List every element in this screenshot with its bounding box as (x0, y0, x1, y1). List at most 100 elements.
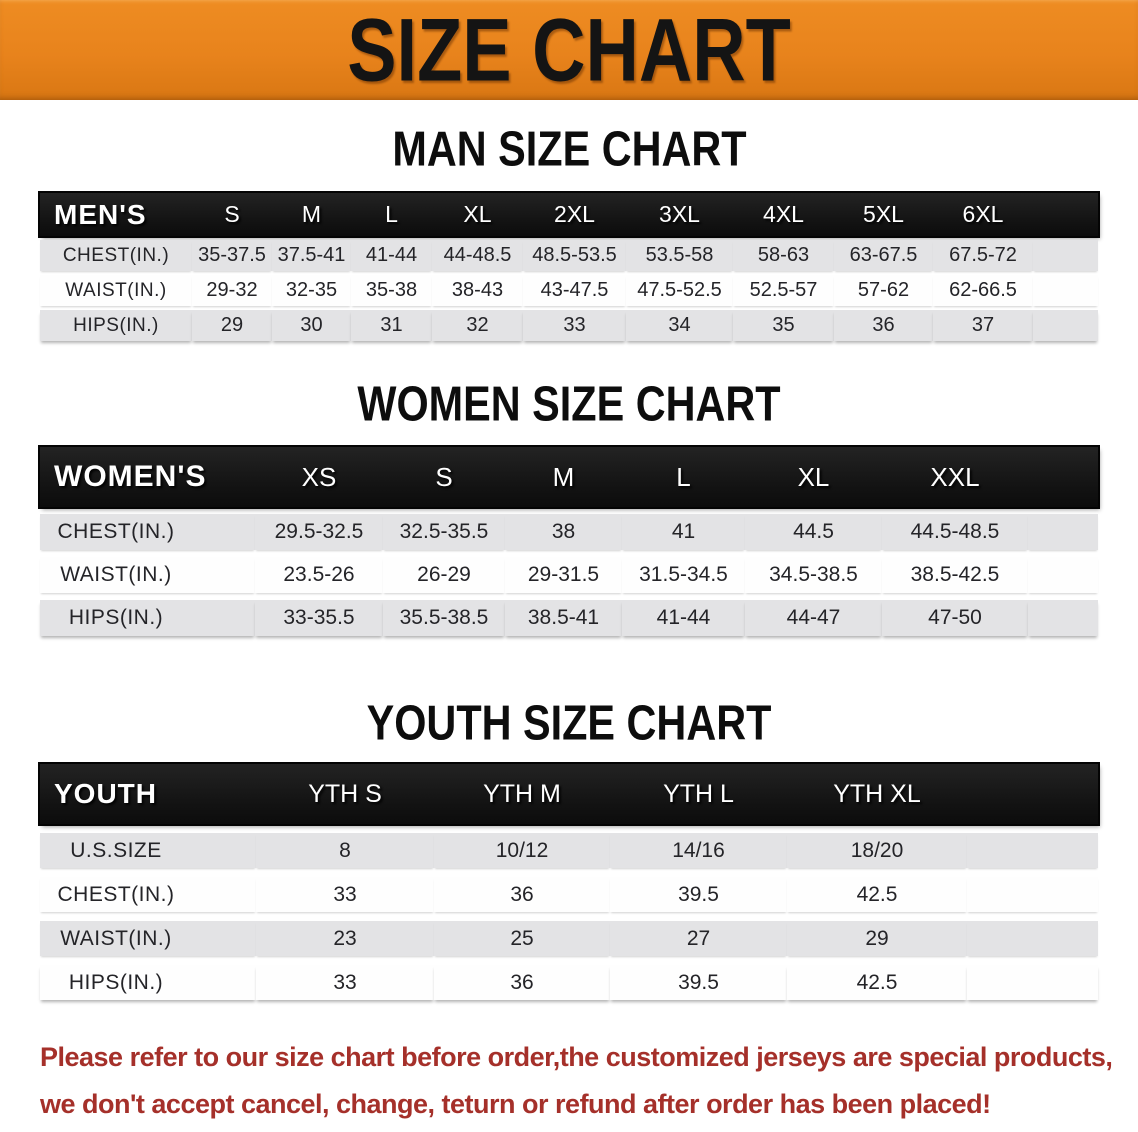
size-cell: 35-38 (351, 275, 432, 306)
column-header: XXL (882, 447, 1028, 507)
table-header-row: WOMEN'S XS S M L XL XXL (38, 445, 1100, 509)
size-cell: 43-47.5 (523, 275, 626, 306)
disclaimer-line-2: we don't accept cancel, change, teturn o… (40, 1089, 991, 1119)
size-cell: 23 (256, 921, 434, 956)
column-header: S (192, 193, 272, 236)
size-cell: 52.5-57 (733, 275, 834, 306)
column-header: S (383, 447, 505, 507)
filler-cell (967, 764, 1098, 824)
row-label: HIPS(IN.) (40, 965, 256, 1000)
size-cell: 37.5-41 (272, 240, 351, 271)
table-row: HIPS(IN.) 33-35.5 35.5-38.5 38.5-41 41-44 44-… (40, 600, 1098, 636)
filler-cell (1033, 193, 1098, 236)
table-header-row: YOUTH YTH S YTH M YTH L YTH XL (38, 762, 1100, 826)
size-cell: 38-43 (432, 275, 523, 306)
size-cell: 63-67.5 (834, 240, 933, 271)
size-cell: 39.5 (610, 965, 787, 1000)
column-header: 6XL (933, 193, 1033, 236)
section-men: MAN SIZE CHART MEN'S S M L XL 2XL 3XL 4XL 5XL 6XL… (0, 120, 1138, 345)
table-row: U.S.SIZE 8 10/12 14/16 18/20 (40, 833, 1098, 868)
size-cell: 29 (787, 921, 967, 956)
size-cell: 41 (622, 514, 745, 550)
row-label: CHEST(IN.) (40, 240, 192, 271)
banner-title: SIZE CHART (347, 0, 791, 100)
table-row: HIPS(IN.) 29 30 31 32 33 34 35 36 37 (40, 310, 1098, 341)
men-size-table: MEN'S S M L XL 2XL 3XL 4XL 5XL 6XL CHEST(IN.) 35-37… (38, 189, 1100, 345)
column-header: XL (745, 447, 882, 507)
section-title-men-text: MAN SIZE CHART (391, 120, 747, 177)
column-header: 5XL (834, 193, 933, 236)
row-label: U.S.SIZE (40, 833, 256, 868)
size-cell: 47.5-52.5 (626, 275, 733, 306)
size-cell: 32.5-35.5 (383, 514, 505, 550)
size-cell: 23.5-26 (255, 557, 383, 593)
size-cell: 38 (505, 514, 622, 550)
size-cell: 67.5-72 (933, 240, 1033, 271)
filler-cell (1028, 447, 1098, 507)
column-header: L (351, 193, 432, 236)
filler-cell (1028, 600, 1098, 636)
table-row: CHEST(IN.) 33 36 39.5 42.5 (40, 877, 1098, 912)
filler-cell (967, 877, 1098, 912)
size-cell: 8 (256, 833, 434, 868)
table-row: CHEST(IN.) 35-37.5 37.5-41 41-44 44-48.5 48.5… (40, 240, 1098, 271)
filler-cell (1028, 557, 1098, 593)
row-label: CHEST(IN.) (40, 514, 255, 550)
table-row: HIPS(IN.) 33 36 39.5 42.5 (40, 965, 1098, 1000)
size-cell: 33 (256, 877, 434, 912)
section-title-women-text: WOMEN SIZE CHART (357, 375, 781, 432)
table-header-label: WOMEN'S (40, 447, 255, 507)
women-size-table: WOMEN'S XS S M L XL XXL CHEST(IN.) 29.5-32.5 32.5… (38, 440, 1100, 643)
table-row: WAIST(IN.) 23.5-26 26-29 29-31.5 31.5-34.5 34… (40, 557, 1098, 593)
size-cell: 33-35.5 (255, 600, 383, 636)
size-cell: 58-63 (733, 240, 834, 271)
column-header: YTH S (256, 764, 434, 824)
size-cell: 32-35 (272, 275, 351, 306)
section-title-men: MAN SIZE CHART (0, 120, 1138, 177)
size-cell: 36 (434, 965, 610, 1000)
filler-cell (1033, 275, 1098, 306)
size-cell: 47-50 (882, 600, 1028, 636)
disclaimer-line-1: Please refer to our size chart before or… (40, 1042, 1113, 1072)
size-cell: 29-31.5 (505, 557, 622, 593)
size-cell: 32 (432, 310, 523, 341)
column-header: YTH L (610, 764, 787, 824)
size-cell: 33 (256, 965, 434, 1000)
row-label: WAIST(IN.) (40, 921, 256, 956)
size-cell: 35-37.5 (192, 240, 272, 271)
size-cell: 36 (834, 310, 933, 341)
row-label: HIPS(IN.) (40, 600, 255, 636)
size-cell: 34 (626, 310, 733, 341)
disclaimer: Please refer to our size chart before or… (40, 1034, 1138, 1128)
filler-cell (1033, 240, 1098, 271)
size-cell: 41-44 (622, 600, 745, 636)
filler-cell (967, 921, 1098, 956)
column-header: YTH XL (787, 764, 967, 824)
size-cell: 48.5-53.5 (523, 240, 626, 271)
size-cell: 18/20 (787, 833, 967, 868)
filler-cell (967, 965, 1098, 1000)
row-label: CHEST(IN.) (40, 877, 256, 912)
size-cell: 31 (351, 310, 432, 341)
column-header: 3XL (626, 193, 733, 236)
section-youth: YOUTH SIZE CHART YOUTH YTH S YTH M YTH L YTH… (0, 697, 1138, 1009)
table-row: CHEST(IN.) 29.5-32.5 32.5-35.5 38 41 44.5 44.5… (40, 514, 1098, 550)
table-header-label: YOUTH (40, 764, 256, 824)
section-title-women: WOMEN SIZE CHART (0, 375, 1138, 432)
size-cell: 14/16 (610, 833, 787, 868)
size-cell: 34.5-38.5 (745, 557, 882, 593)
size-cell: 36 (434, 877, 610, 912)
row-label: WAIST(IN.) (40, 275, 192, 306)
section-women: WOMEN SIZE CHART WOMEN'S XS S M L XL XXL CHEST(… (0, 375, 1138, 643)
size-cell: 31.5-34.5 (622, 557, 745, 593)
size-cell: 44.5 (745, 514, 882, 550)
column-header: M (272, 193, 351, 236)
size-cell: 38.5-41 (505, 600, 622, 636)
banner: SIZE CHART (0, 0, 1138, 100)
size-cell: 35.5-38.5 (383, 600, 505, 636)
size-cell: 38.5-42.5 (882, 557, 1028, 593)
column-header: YTH M (434, 764, 610, 824)
size-cell: 29-32 (192, 275, 272, 306)
size-cell: 33 (523, 310, 626, 341)
size-cell: 25 (434, 921, 610, 956)
